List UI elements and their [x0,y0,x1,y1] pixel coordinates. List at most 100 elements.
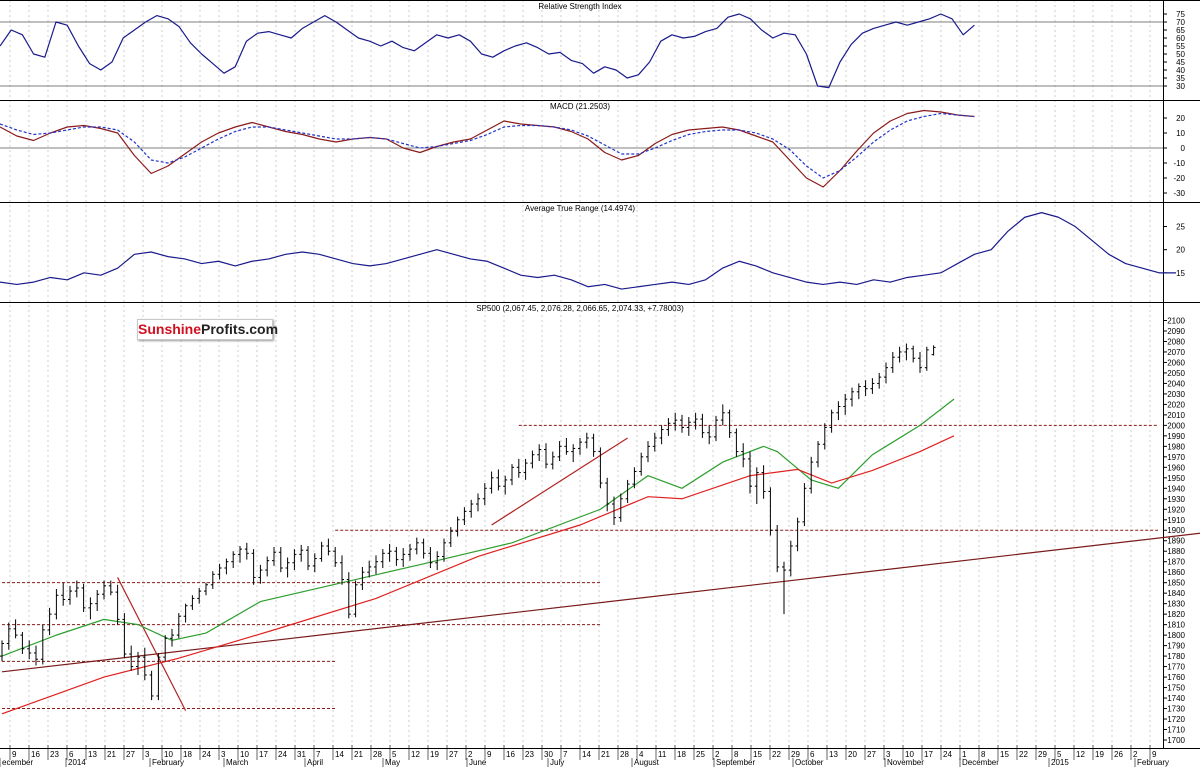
x-tick-label: 23 [525,750,534,759]
ohlc-bar [734,428,739,457]
ohlc-bar [890,351,895,373]
ohlc-bar [924,346,929,371]
ohlc-bar [367,560,372,578]
ohlc-bar [95,590,100,611]
panel-3: Average True Range (14.4974) 15 20 25 [0,202,1200,302]
panel-1: Relative Strength Index30354045505560657… [0,0,1200,100]
y-tick-label: -20 [1173,174,1185,183]
x-period-label: 2014 [68,758,86,767]
ohlc-bar [319,541,324,562]
ohlc-bar [408,543,412,561]
y-tick-label: 1720 [1167,715,1185,724]
ohlc-bar [278,547,283,573]
ohlc-bar [625,479,630,503]
x-tick-label: 7 [316,750,321,759]
ohlc-bar [20,631,25,654]
y-tick-label: 1740 [1167,694,1185,703]
x-tick-label: 10 [164,750,173,759]
ohlc-bar [13,619,18,639]
ohlc-bar [584,432,589,449]
logo-part-profits: Profits.com [201,321,279,337]
ohlc-bar [557,441,562,462]
y-tick-label: 1890 [1167,537,1185,546]
ohlc-bar [47,607,52,636]
x-tick-label: 24 [202,750,211,759]
y-tick-label: 75 [1176,10,1185,19]
ohlc-bar [197,587,202,604]
panel-4: SP500 (2,067.45, 2,076.28, 2,066.65, 2,0… [0,302,1200,748]
y-tick-label: 1710 [1167,726,1185,735]
series-line-2 [0,112,975,179]
ohlc-bar [251,549,256,585]
x-tick-label: 19 [430,750,439,759]
y-tick-label: 1870 [1167,558,1185,567]
ohlc-bar [693,412,698,430]
x-tick-label: 18 [183,750,192,759]
ohlc-bar [904,343,909,361]
y-tick-label: 1920 [1167,505,1185,514]
x-tick-label: 21 [601,750,610,759]
y-tick-label: 60 [1176,34,1185,43]
ohlc-bar [421,538,426,559]
ohlc-bar [68,585,72,605]
ohlc-bar [156,652,161,701]
ohlc-bar [217,563,222,580]
ohlc-bar [102,580,106,600]
x-tick-label: 27 [449,750,458,759]
ohlc-bar [618,493,623,522]
ohlc-bar [88,597,93,620]
ohlc-bar [544,443,548,469]
y-tick-label: 1790 [1167,642,1185,651]
logo-part-sunshine: Sunshine [138,321,202,337]
y-tick-label: 1730 [1167,705,1185,714]
ohlc-bar [374,555,378,575]
panel-title: Average True Range (14.4974) [525,204,635,213]
ohlc-bar [836,401,841,421]
series-line-1 [0,13,975,89]
x-tick-label: 23 [50,750,59,759]
y-tick-label: 70 [1176,18,1185,27]
y-tick-label: 55 [1176,42,1185,51]
series-line-1 [0,109,975,188]
ohlc-bar [40,624,45,665]
x-tick-label: 28 [620,750,629,759]
y-tick-label: 2050 [1167,369,1185,378]
ohlc-bar [659,425,664,445]
ohlc-bar [306,545,310,571]
ohlc-bar [163,635,168,662]
x-period-label: February [1137,758,1169,767]
y-tick-label: 10 [1176,129,1185,138]
ohlc-bar [204,582,208,596]
ohlc-bar [462,507,467,525]
x-period-label: December [962,758,999,767]
ohlc-bar [680,414,684,433]
x-period-label: June [469,758,487,767]
ohlc-bar [754,467,759,505]
x-tick-label: 12 [411,750,420,759]
ohlc-bar [856,383,861,400]
x-period-label: May [385,758,400,767]
ohlc-bar [244,542,249,560]
y-tick-label: 1970 [1167,453,1185,462]
ohlc-bar [782,561,786,615]
ohlc-bar [224,558,229,575]
y-tick-label: 2060 [1167,358,1185,367]
ohlc-bar [632,467,637,489]
x-tick-label: 21 [354,750,363,759]
ohlc-bar [829,409,834,433]
y-tick-label: 2040 [1167,379,1185,388]
y-tick-label: 1960 [1167,463,1185,472]
y-tick-label: 1810 [1167,621,1185,630]
ohlc-bar [598,447,603,489]
ohlc-bar [272,547,276,566]
x-tick-label: 2 [1133,750,1138,759]
y-tick-label: 65 [1176,26,1185,35]
x-tick-label: 15 [1000,750,1009,759]
x-tick-label: 8 [981,750,986,759]
x-tick-label: 29 [1038,750,1047,759]
ohlc-bar [863,380,868,396]
ohlc-bar [115,584,120,625]
ohlc-bar [727,409,732,438]
x-tick-label: 29 [791,750,800,759]
x-period-label: April [307,758,323,767]
